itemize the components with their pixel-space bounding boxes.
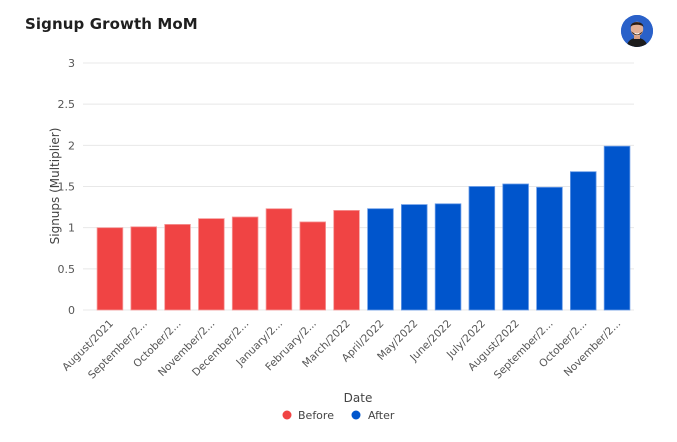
bar-before[interactable]: August/2021: 1 [96,227,124,311]
bar-after[interactable]: November/2022: 1.99 [603,145,631,311]
bar-after[interactable]: May/2022: 1.28 [400,204,428,311]
bar-after[interactable]: August/2022: 1.53 [502,183,529,311]
bar-after[interactable]: October/2022: 1.68 [570,171,597,311]
bar-before[interactable]: November/2021: 1.11 [198,218,225,311]
bar-after[interactable]: June/2022: 1.29 [434,203,462,311]
bar-before[interactable]: September/2021: 1.01 [130,226,157,311]
y-tick-label: 1 [68,222,75,235]
bar-before[interactable]: March/2022: 1.21 [333,209,360,311]
x-tick-label: September/2... [492,318,556,382]
avatar-portrait-icon [621,15,653,47]
y-tick-label: 3 [68,57,75,70]
legend-item-before[interactable]: Before [282,409,335,422]
y-tick-labels: 0 0.5 1 1.5 2 2.5 3 [58,57,76,317]
bar-before[interactable]: December/2021: 1.13 [231,216,259,311]
y-tick-label: 0.5 [58,263,76,276]
legend: Before After [282,409,395,422]
bar-after[interactable]: July/2022: 1.5 [468,186,496,311]
user-avatar[interactable] [621,15,653,47]
legend-label-before: Before [298,409,334,422]
bar-after[interactable]: September/2022: 1.49 [536,186,563,311]
y-axis-title: Signups (Multiplier) [48,128,62,245]
x-tick-labels: August/2021September/2...October/2...Nov… [60,318,623,382]
bar-after[interactable]: April/2022: 1.23 [367,208,394,311]
bar-before[interactable]: January/2022: 1.23 [265,208,293,311]
y-tick-label: 2.5 [58,98,76,111]
legend-marker-before [282,410,292,420]
bar-before[interactable]: October/2021: 1.04 [164,223,191,311]
legend-item-after[interactable]: After [351,409,395,422]
y-tick-label: 0 [68,304,75,317]
y-tick-label: 1.5 [58,181,76,194]
x-axis-title: Date [344,391,373,405]
chart-title: Signup Growth MoM [25,15,198,33]
y-tick-label: 2 [68,139,75,152]
x-tick-label: September/2... [86,318,150,382]
bar-before[interactable]: February/2022: 1.07 [299,221,326,311]
legend-marker-after [351,410,361,420]
legend-label-after: After [368,409,395,422]
